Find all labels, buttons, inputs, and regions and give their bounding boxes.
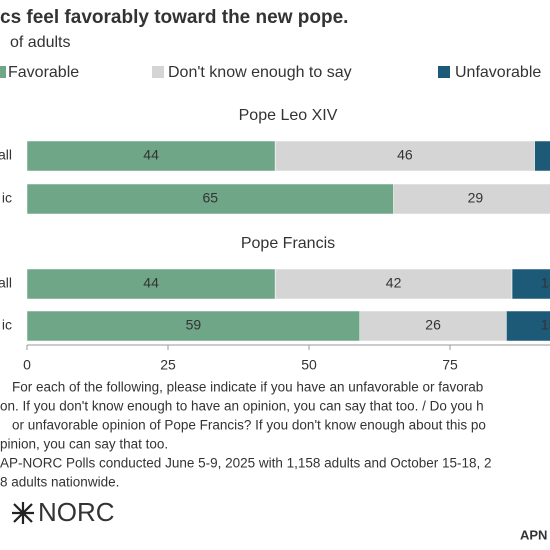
legend-swatch bbox=[438, 66, 450, 78]
note: 8 adults nationwide. bbox=[0, 475, 119, 490]
chart-subtitle: of adults bbox=[10, 34, 70, 51]
note: on. If you don't know enough to have an … bbox=[0, 399, 484, 414]
bar-segment bbox=[511, 268, 550, 300]
bar-segment bbox=[393, 183, 550, 215]
note: pinion, you can say that too. bbox=[0, 437, 168, 452]
logo-text: NORC bbox=[38, 497, 115, 527]
logo-mark bbox=[12, 502, 34, 524]
legend-label: Don't know enough to say bbox=[168, 64, 352, 81]
value-label: 44 bbox=[143, 275, 159, 291]
bar-segment bbox=[506, 310, 550, 342]
value-label: 65 bbox=[203, 190, 219, 206]
value-label: 29 bbox=[468, 190, 484, 206]
bar-segment bbox=[26, 140, 276, 172]
value-label: 26 bbox=[425, 317, 441, 333]
legend-label: Unfavorable bbox=[455, 64, 541, 81]
value-label: 46 bbox=[397, 147, 413, 163]
category-label: all bbox=[0, 275, 12, 291]
bar-segment bbox=[274, 140, 535, 172]
value-label: 44 bbox=[143, 147, 159, 163]
credit: APN bbox=[520, 527, 547, 542]
legend-swatch bbox=[152, 66, 164, 78]
category-label: ic bbox=[2, 190, 12, 206]
note: or unfavorable opinion of Pope Francis? … bbox=[12, 418, 486, 433]
legend-swatch bbox=[0, 66, 6, 78]
value-label: 59 bbox=[186, 317, 202, 333]
x-tick-label: 25 bbox=[160, 357, 176, 373]
value-label: 42 bbox=[386, 275, 402, 291]
legend-label: Favorable bbox=[8, 64, 79, 81]
bar-segment bbox=[26, 268, 276, 300]
chart-title: cs feel favorably toward the new pope. bbox=[0, 7, 348, 28]
value-label: 15 bbox=[541, 317, 550, 333]
panel-title: Pope Francis bbox=[241, 235, 335, 252]
bar-segment bbox=[26, 183, 394, 215]
note: For each of the following, please indica… bbox=[12, 380, 483, 395]
panel-title: Pope Leo XIV bbox=[239, 107, 338, 124]
bar-segment bbox=[359, 310, 507, 342]
value-label: 13 bbox=[541, 275, 550, 291]
x-tick-label: 0 bbox=[23, 357, 31, 373]
bar-segment bbox=[274, 268, 513, 300]
logo: NORC bbox=[12, 497, 115, 527]
bar-segment bbox=[26, 310, 361, 342]
category-label: all bbox=[0, 147, 12, 163]
note: AP-NORC Polls conducted June 5-9, 2025 w… bbox=[0, 456, 492, 471]
bar-segment bbox=[534, 140, 550, 172]
x-tick-label: 75 bbox=[442, 357, 458, 373]
category-label: ic bbox=[2, 317, 12, 333]
x-tick-label: 50 bbox=[301, 357, 317, 373]
